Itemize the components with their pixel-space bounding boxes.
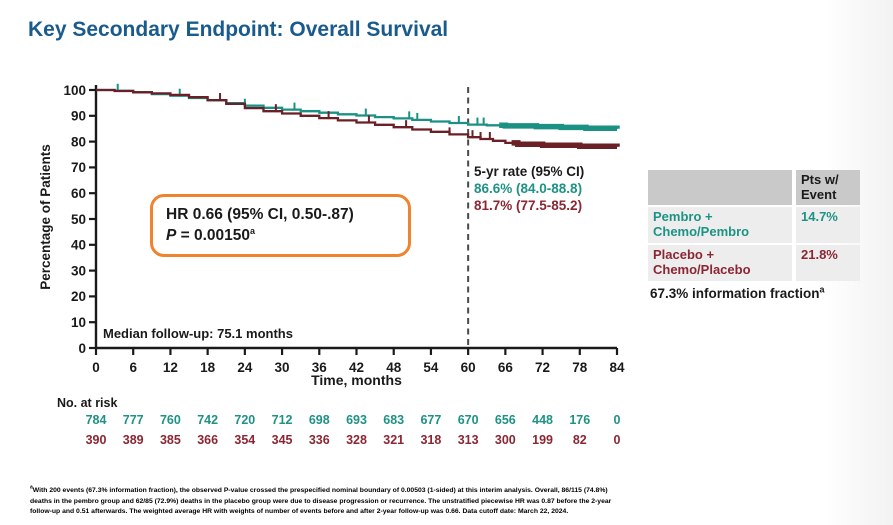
no-at-risk-label: No. at risk <box>57 396 118 410</box>
information-fraction-note: 67.3% information fractiona <box>650 284 825 301</box>
x-tick-label: 54 <box>423 360 439 375</box>
five-year-rate-pembro: 86.6% (84.0-88.8) <box>474 180 583 196</box>
y-tick-label: 60 <box>71 186 86 201</box>
p-symbol: P <box>166 226 177 244</box>
y-tick-label: 50 <box>71 212 86 227</box>
risk-count-pembro: 712 <box>271 413 293 427</box>
km-curve-censor-band-pembro <box>499 122 620 131</box>
events-row-placebo-label: Placebo + Chemo/Placebo <box>648 245 792 282</box>
risk-count-placebo: 318 <box>420 433 442 447</box>
risk-count-pembro: 784 <box>85 413 107 427</box>
hr-value-text: HR 0.66 (95% CI, 0.50-.87) <box>166 206 354 223</box>
footnote-marker: a <box>30 484 33 491</box>
y-tick-label: 80 <box>71 134 86 149</box>
risk-count-placebo: 345 <box>271 433 293 447</box>
x-tick-label: 72 <box>535 360 550 375</box>
y-axis-title: Percentage of Patients <box>38 144 53 290</box>
x-tick-label: 6 <box>129 360 137 375</box>
x-tick-label: 0 <box>92 360 100 375</box>
x-tick-label: 12 <box>163 360 178 375</box>
risk-count-placebo: 321 <box>383 433 405 447</box>
y-tick-label: 0 <box>78 341 86 356</box>
risk-count-placebo: 366 <box>197 433 219 447</box>
y-tick-label: 100 <box>63 83 86 98</box>
median-followup-note: Median follow-up: 75.1 months <box>103 326 293 341</box>
risk-count-placebo: 354 <box>234 433 256 447</box>
x-tick-label: 78 <box>572 360 588 375</box>
information-fraction-marker: a <box>819 284 825 295</box>
km-survival-chart: 0 10 20 30 40 50 60 70 80 90 100 0 6 12 18 24 30 36 42 48 54… <box>38 83 625 388</box>
hazard-ratio-callout: HR 0.66 (95% CI, 0.50-.87) P = 0.00150a <box>150 194 411 257</box>
risk-count-placebo: 336 <box>308 433 330 447</box>
risk-count-pembro: 720 <box>234 413 256 427</box>
events-row-pembro-value: 14.7% <box>796 207 860 244</box>
x-tick-label: 24 <box>237 360 253 375</box>
footnote-text: With 200 events (67.3% information fract… <box>30 487 612 516</box>
x-tick-label: 30 <box>275 360 290 375</box>
risk-count-placebo: 199 <box>532 433 553 447</box>
events-row-placebo-value: 21.8% <box>796 245 860 282</box>
risk-count-pembro: 760 <box>159 413 181 427</box>
km-curve-placebo <box>96 88 619 148</box>
risk-count-placebo: 313 <box>457 433 479 447</box>
x-tick-label: 18 <box>200 360 216 375</box>
events-summary-table: Pts w/ Event Pembro + Chemo/Pembro 14.7%… <box>648 170 860 282</box>
events-table-header: Pts w/ Event <box>796 170 860 206</box>
p-value-text: P = 0.00150a <box>166 226 398 247</box>
x-tick-label: 84 <box>609 360 625 375</box>
risk-count-pembro: 656 <box>494 413 516 427</box>
x-tick-label: 60 <box>461 360 476 375</box>
y-tick-label: 70 <box>71 160 86 175</box>
p-value: = 0.00150 <box>176 226 251 244</box>
events-table-corner-cell <box>648 170 792 206</box>
risk-count-pembro: 448 <box>532 413 553 427</box>
p-footnote-marker: a <box>250 225 256 236</box>
events-row-pembro-label: Pembro + Chemo/Pembro <box>648 207 792 244</box>
five-year-rate-placebo: 81.7% (77.5-85.2) <box>474 197 583 213</box>
risk-count-pembro: 698 <box>308 413 330 427</box>
risk-count-pembro: 683 <box>383 413 405 427</box>
y-tick-label: 30 <box>71 263 86 278</box>
y-tick-label: 90 <box>71 109 86 124</box>
risk-count-pembro: 0 <box>613 413 621 427</box>
risk-count-placebo: 300 <box>494 433 516 447</box>
y-tick-label: 40 <box>71 238 86 253</box>
risk-count-placebo: 389 <box>122 433 144 447</box>
risk-count-pembro: 693 <box>346 413 367 427</box>
risk-count-placebo: 0 <box>613 433 621 447</box>
risk-count-placebo: 82 <box>572 433 587 447</box>
y-tick-label: 10 <box>71 315 86 330</box>
five-year-rate-header: 5-yr rate (95% CI) <box>474 164 585 179</box>
x-tick-label: 36 <box>312 360 328 375</box>
page-title: Key Secondary Endpoint: Overall Survival <box>28 18 449 41</box>
risk-count-pembro: 677 <box>420 413 442 427</box>
x-tick-label: 48 <box>386 360 402 375</box>
risk-count-placebo: 390 <box>85 433 107 447</box>
risk-count-placebo: 385 <box>159 433 181 447</box>
km-curve-censor-band-placebo <box>511 140 620 149</box>
risk-count-pembro: 176 <box>569 413 591 427</box>
risk-count-pembro: 777 <box>122 413 144 427</box>
information-fraction-text: 67.3% information fraction <box>650 286 820 301</box>
five-year-rate-block: 5-yr rate (95% CI) 86.6% (84.0-88.8) 81.… <box>474 164 584 215</box>
footnote: aWith 200 events (67.3% information frac… <box>30 484 630 518</box>
x-tick-label: 42 <box>349 360 364 375</box>
y-tick-label: 20 <box>71 289 86 304</box>
risk-count-placebo: 328 <box>346 433 367 447</box>
risk-count-pembro: 742 <box>197 413 219 427</box>
risk-count-pembro: 670 <box>457 413 479 427</box>
x-axis-title: Time, months <box>311 372 402 388</box>
x-tick-label: 66 <box>498 360 514 375</box>
